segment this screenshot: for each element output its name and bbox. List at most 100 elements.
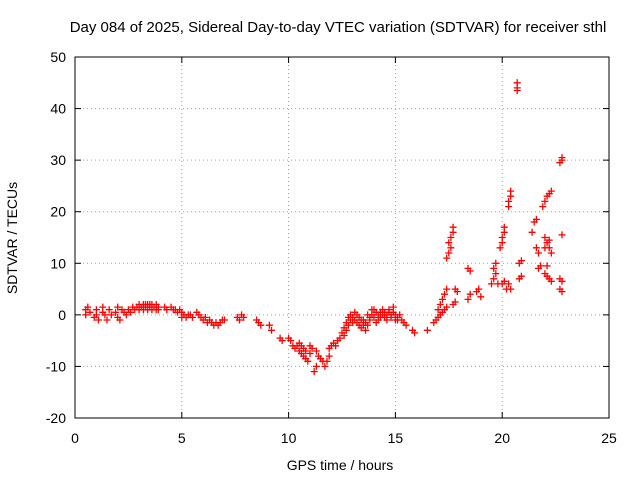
- data-point: [445, 249, 453, 257]
- data-point: [445, 239, 453, 247]
- y-tick-label: -10: [46, 358, 66, 374]
- data-point: [517, 272, 525, 280]
- data-point: [475, 285, 483, 293]
- data-point: [112, 308, 120, 316]
- data-point: [547, 249, 555, 257]
- data-point: [310, 368, 318, 376]
- data-point: [107, 311, 115, 319]
- data-point: [364, 321, 372, 329]
- data-point: [466, 267, 474, 275]
- data-point: [537, 262, 545, 270]
- data-point: [453, 288, 461, 296]
- data-point: [466, 290, 474, 298]
- data-point: [547, 187, 555, 195]
- data-point: [82, 311, 90, 319]
- data-point: [362, 326, 369, 334]
- data-point: [312, 362, 320, 370]
- y-tick-label: 50: [50, 49, 66, 65]
- data-point: [532, 244, 540, 252]
- data-point: [498, 234, 506, 241]
- data-point: [323, 357, 331, 365]
- data-point: [332, 342, 340, 350]
- data-point: [507, 285, 515, 293]
- data-point: [441, 290, 448, 298]
- data-point: [304, 357, 312, 365]
- data-point: [163, 306, 171, 314]
- data-point: [189, 313, 196, 321]
- data-point: [500, 223, 508, 231]
- data-point: [236, 316, 243, 324]
- y-tick-label: 10: [50, 255, 66, 271]
- data-point: [302, 347, 310, 355]
- y-axis-label: SDTVAR / TECUs: [4, 182, 20, 294]
- x-tick-label: 0: [71, 430, 79, 446]
- data-point: [127, 308, 134, 316]
- data-point: [464, 295, 472, 303]
- data-point: [423, 326, 431, 334]
- data-point: [122, 311, 130, 319]
- data-point: [558, 154, 566, 162]
- data-point: [443, 254, 451, 262]
- data-point: [385, 306, 393, 314]
- data-point: [539, 203, 547, 211]
- data-point: [477, 293, 485, 301]
- data-points: [82, 79, 566, 376]
- data-point: [257, 321, 265, 329]
- x-tick-labels: 0 5 10 15 20 25: [71, 430, 617, 446]
- chart-title: Day 084 of 2025, Sidereal Day-to-day VTE…: [70, 19, 607, 36]
- y-tick-label: 30: [50, 152, 66, 168]
- y-tick-labels: -20 -10 0 10 20 30 40 50: [46, 49, 66, 426]
- data-point: [101, 311, 109, 319]
- data-point: [342, 326, 350, 334]
- data-point: [505, 280, 513, 288]
- data-point: [541, 234, 549, 241]
- data-point: [434, 306, 442, 314]
- data-point: [95, 316, 102, 324]
- data-point: [507, 187, 515, 195]
- data-point: [114, 303, 122, 311]
- data-point: [287, 337, 295, 345]
- data-point: [443, 303, 451, 311]
- data-point: [92, 311, 100, 319]
- data-point: [116, 316, 124, 324]
- data-point: [370, 313, 378, 321]
- data-point: [558, 288, 566, 296]
- data-point: [321, 362, 329, 370]
- data-point: [436, 301, 444, 308]
- x-tick-label: 20: [494, 430, 510, 446]
- data-point: [558, 277, 566, 285]
- data-point: [505, 197, 513, 205]
- data-point: [447, 234, 455, 241]
- data-point: [383, 316, 391, 324]
- data-point: [438, 295, 446, 303]
- data-point: [84, 303, 92, 311]
- y-tick-label: 40: [50, 101, 66, 117]
- x-tick-label: 15: [388, 430, 404, 446]
- data-point: [154, 306, 162, 314]
- data-point: [86, 308, 94, 316]
- data-point: [340, 332, 348, 339]
- data-point: [312, 347, 320, 355]
- x-tick-label: 5: [178, 430, 186, 446]
- data-point: [547, 277, 555, 285]
- data-point: [306, 350, 314, 357]
- data-point: [558, 231, 566, 239]
- data-point: [278, 337, 286, 345]
- data-point: [545, 244, 553, 252]
- data-point: [344, 321, 352, 329]
- data-point: [535, 249, 542, 257]
- axis-ticks: [74, 56, 610, 419]
- data-point: [492, 270, 500, 278]
- data-point: [532, 215, 540, 223]
- data-point: [221, 316, 228, 324]
- data-point: [449, 223, 457, 231]
- y-tick-label: 20: [50, 204, 66, 220]
- data-point: [105, 306, 113, 314]
- data-point: [492, 259, 500, 267]
- data-point: [541, 197, 549, 205]
- data-point: [411, 329, 419, 337]
- x-tick-label: 10: [281, 430, 297, 446]
- data-point: [325, 352, 333, 360]
- data-point: [443, 285, 451, 293]
- data-point: [545, 236, 553, 244]
